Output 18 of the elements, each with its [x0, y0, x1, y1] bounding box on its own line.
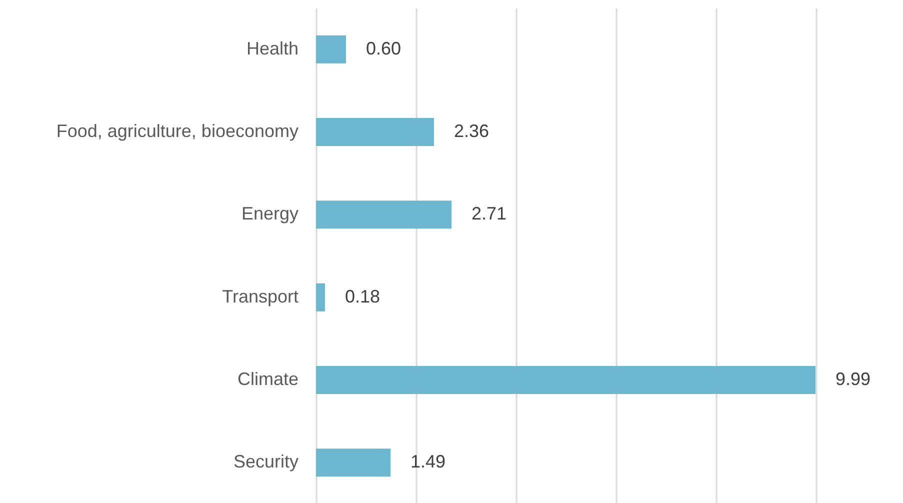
y-tick-label: Health [246, 38, 298, 58]
data-label: 1.49 [410, 452, 446, 472]
data-label: 0.18 [345, 286, 380, 306]
bar [316, 35, 346, 64]
y-tick-label: Climate [237, 369, 298, 389]
bar [316, 448, 390, 477]
y-tick-label: Transport [222, 286, 298, 306]
bar [316, 200, 452, 229]
bar [316, 283, 325, 312]
bar [316, 118, 434, 146]
y-tick-label: Food, agriculture, bioeconomy [56, 121, 298, 141]
data-label: 2.36 [454, 121, 490, 141]
y-tick-label: Energy [241, 204, 298, 224]
data-label: 0.60 [366, 38, 402, 58]
bar [316, 366, 816, 394]
data-label: 9.99 [836, 369, 871, 389]
y-tick-label: Security [233, 452, 298, 472]
data-label: 2.71 [472, 204, 507, 224]
